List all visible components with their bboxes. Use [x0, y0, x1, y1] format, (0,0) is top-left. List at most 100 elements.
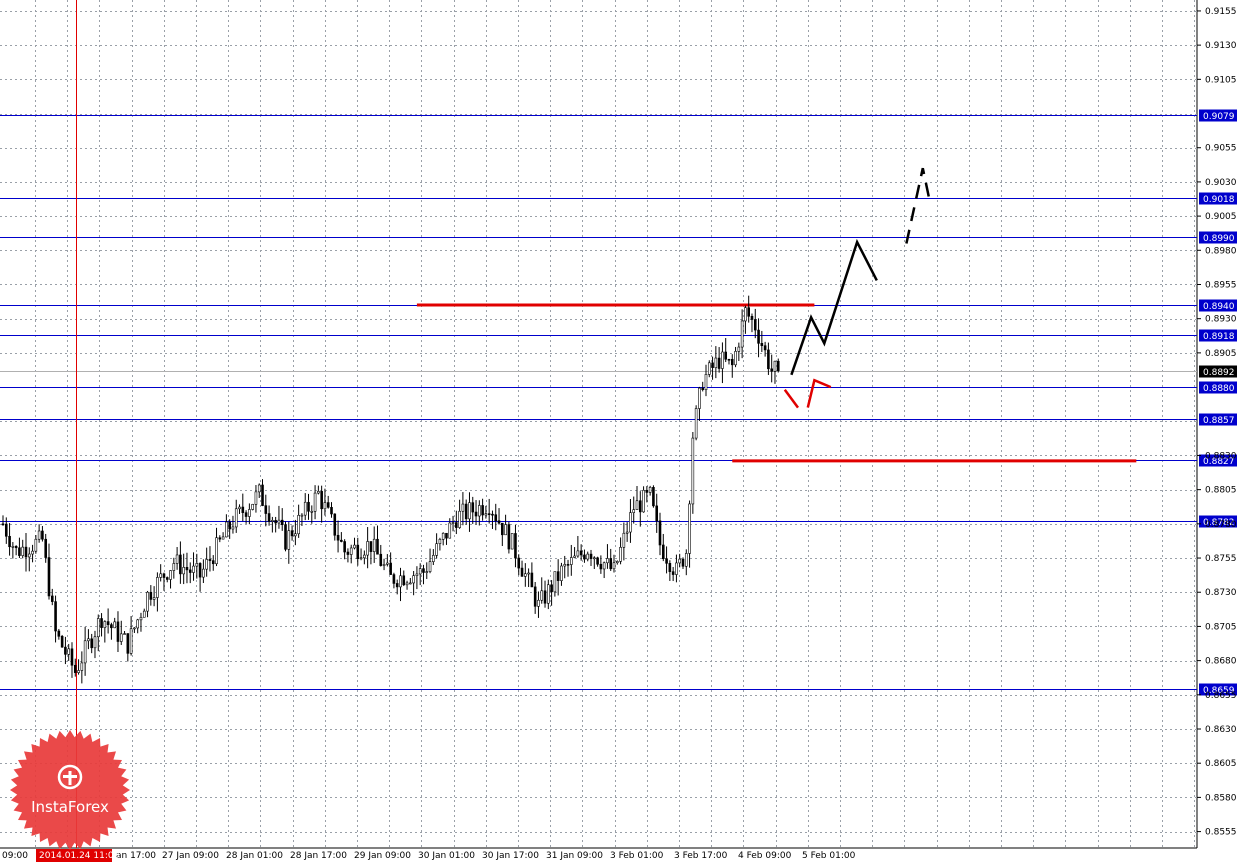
price-tick-label: 0.8730 — [1205, 588, 1237, 598]
candle-body — [343, 541, 346, 553]
candle-body — [126, 633, 130, 654]
candle-body — [553, 571, 557, 593]
level-label-bg — [1199, 329, 1237, 342]
candle-body — [615, 561, 619, 564]
candle-body — [192, 565, 195, 573]
level-label-bg — [1199, 413, 1237, 426]
candle-body — [96, 618, 100, 638]
level-label: 0.8782 — [1203, 518, 1235, 528]
candle-body — [701, 387, 705, 390]
candle-body — [474, 511, 478, 517]
candle-body — [592, 557, 596, 560]
candle-body — [589, 553, 593, 559]
candle-body — [271, 520, 274, 522]
candle-body — [386, 562, 389, 565]
grid — [0, 0, 1198, 849]
candle-body — [579, 550, 583, 556]
time-tick-label: an 17:00 — [116, 851, 156, 861]
candle-body — [280, 519, 284, 525]
candle-body — [310, 510, 314, 513]
price-tick-label: 0.9130 — [1205, 41, 1237, 51]
candle-body — [770, 368, 773, 372]
time-tick-label: 30 Jan 17:00 — [482, 851, 539, 861]
watermark-badge — [10, 730, 130, 850]
candle-body — [50, 595, 54, 602]
level-label: 0.8990 — [1203, 234, 1235, 244]
cursor-time-label: 2014.01.24 11:00 — [39, 851, 120, 861]
candle-body — [451, 522, 455, 524]
candle-body — [70, 648, 74, 666]
candle-body — [606, 558, 609, 564]
candle-body — [221, 536, 225, 540]
candle-body — [83, 640, 87, 664]
candle-body — [717, 357, 721, 369]
candle-body — [156, 577, 159, 598]
candle-body — [586, 553, 590, 560]
candle-body — [389, 562, 392, 575]
candle-body — [504, 524, 507, 536]
candle-body — [238, 506, 241, 510]
level-label: 0.8940 — [1203, 302, 1235, 312]
price-tick-label: 0.8655 — [1205, 691, 1237, 701]
candle-body — [313, 492, 317, 512]
time-tick-label: 4 Feb 09:00 — [738, 851, 792, 861]
candle-body — [478, 505, 481, 517]
candle-body — [336, 534, 340, 541]
candle-body — [619, 546, 622, 562]
candle-body — [287, 530, 291, 550]
candle-body — [435, 543, 438, 556]
forecast-path — [905, 167, 931, 244]
horizontal-levels: 0.9079 0.9018 0.8990 0.8940 0.8918 0.8880 0.88… — [0, 109, 1237, 696]
candle-body — [471, 502, 475, 513]
candle-body — [254, 491, 258, 505]
candle-body — [179, 554, 182, 575]
price-tick-label: 0.8680 — [1205, 657, 1237, 667]
candle-body — [763, 345, 767, 351]
candle-body — [520, 567, 524, 577]
candle-body — [638, 500, 642, 513]
candle-body — [110, 624, 113, 629]
candle-body — [409, 582, 412, 585]
candle-body — [510, 533, 514, 550]
candle-body — [737, 346, 741, 352]
candle-body — [64, 646, 67, 655]
candle-body — [303, 501, 307, 516]
level-label: 0.8918 — [1203, 332, 1235, 342]
price-tick-label: 0.8755 — [1205, 554, 1237, 564]
candle-body — [346, 551, 350, 555]
level-label-bg — [1199, 381, 1237, 394]
candle-body — [366, 541, 369, 556]
candle-body — [707, 362, 711, 375]
price-tick-label: 0.8980 — [1205, 246, 1237, 256]
candle-body — [645, 489, 649, 493]
candle-body — [90, 638, 93, 649]
candle-body — [481, 505, 484, 516]
candle-body — [422, 568, 425, 573]
candle-body — [274, 520, 277, 524]
candle-body — [491, 513, 494, 516]
candle-body — [468, 502, 471, 520]
candle-body — [267, 513, 271, 522]
candle-body — [550, 584, 553, 593]
candle-body — [425, 571, 429, 573]
candle-body — [658, 520, 662, 546]
candle-body — [340, 539, 343, 542]
candle-body — [625, 531, 629, 534]
candle-body — [671, 571, 675, 575]
candle-body — [195, 563, 199, 567]
candle-body — [415, 573, 419, 576]
candle-body — [297, 515, 300, 535]
price-tick-label: 0.9105 — [1205, 75, 1237, 85]
candle-body — [205, 559, 208, 570]
candle-body — [8, 535, 11, 548]
candle-body — [688, 503, 691, 554]
price-tick-label: 0.8830 — [1205, 451, 1237, 461]
candle-body — [34, 538, 38, 552]
candle-body — [583, 554, 586, 560]
price-tick-label: 0.8605 — [1205, 759, 1237, 769]
candle-body — [612, 562, 616, 570]
candle-body — [80, 662, 84, 671]
candle-body — [31, 550, 34, 555]
candle-body — [514, 533, 517, 559]
time-tick-label: 27 Jan 09:00 — [162, 851, 219, 861]
